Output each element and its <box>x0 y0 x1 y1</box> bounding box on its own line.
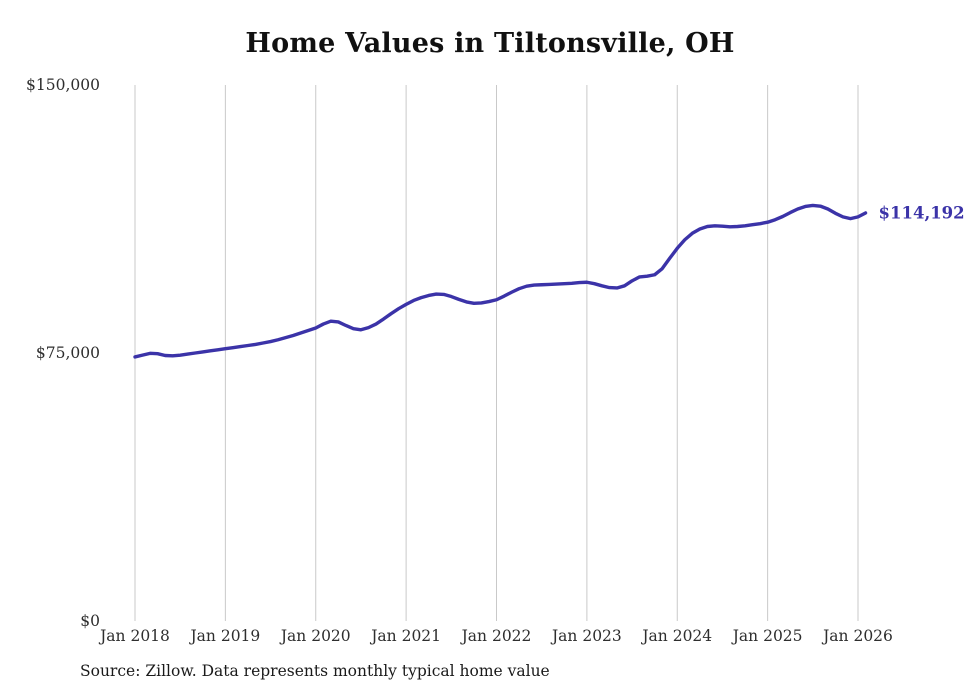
source-note: Source: Zillow. Data represents monthly … <box>80 662 550 680</box>
x-tick-label: Jan 2019 <box>190 627 261 645</box>
x-tick-label: Jan 2023 <box>551 627 622 645</box>
x-tick-label: Jan 2018 <box>100 627 170 645</box>
home-value-series-line <box>133 203 868 359</box>
x-tick-label: Jan 2021 <box>371 627 442 645</box>
x-tick-label: Jan 2024 <box>642 627 713 645</box>
y-tick-label: $0 <box>80 612 100 630</box>
y-tick-label: $75,000 <box>35 344 100 362</box>
x-tick-label: Jan 2022 <box>461 627 532 645</box>
current-value-label: $114,192 <box>878 203 965 223</box>
chart-title: Home Values in Tiltonsville, OH <box>245 28 735 59</box>
x-tick-label: Jan 2026 <box>823 627 893 645</box>
y-tick-label: $150,000 <box>26 76 100 94</box>
x-tick-label: Jan 2025 <box>732 627 803 645</box>
x-tick-label: Jan 2020 <box>280 627 351 645</box>
